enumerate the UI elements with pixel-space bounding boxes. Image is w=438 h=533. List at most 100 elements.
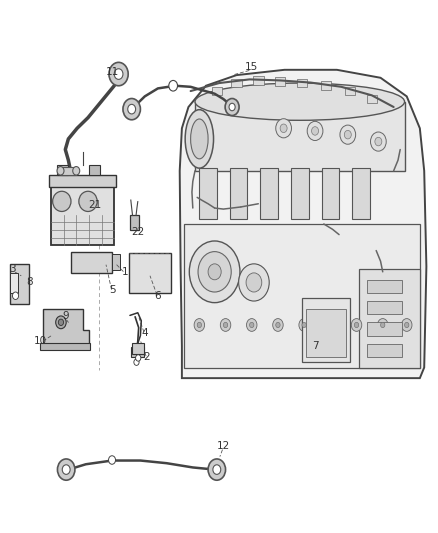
Circle shape [378, 319, 388, 332]
Circle shape [123, 99, 141, 120]
Text: 22: 22 [131, 227, 145, 237]
Circle shape [198, 252, 231, 292]
Polygon shape [43, 309, 89, 344]
Text: 21: 21 [88, 200, 101, 211]
Circle shape [344, 131, 351, 139]
Bar [11, 273, 18, 293]
Circle shape [325, 319, 336, 332]
Text: 10: 10 [34, 336, 47, 346]
Bar [367, 301, 403, 314]
Bar [112, 254, 120, 270]
Text: 9: 9 [62, 311, 69, 321]
Circle shape [12, 292, 18, 300]
Circle shape [109, 62, 128, 86]
Bar [306, 309, 346, 357]
Circle shape [239, 264, 269, 301]
Circle shape [213, 465, 221, 474]
Circle shape [220, 319, 231, 332]
Text: 3: 3 [10, 264, 16, 274]
Circle shape [57, 166, 64, 175]
Circle shape [351, 319, 362, 332]
Circle shape [375, 138, 382, 146]
Circle shape [340, 125, 356, 144]
Bar [130, 253, 171, 293]
Circle shape [208, 264, 221, 280]
Bar [71, 252, 112, 273]
Bar [89, 165, 100, 175]
Text: 2: 2 [144, 352, 150, 362]
Bar [57, 165, 68, 175]
Bar [321, 82, 331, 90]
Ellipse shape [191, 119, 208, 159]
Bar [302, 298, 350, 362]
Circle shape [56, 316, 66, 329]
Circle shape [223, 322, 228, 328]
Bar [367, 95, 377, 103]
Bar [297, 79, 307, 87]
Bar [11, 264, 28, 304]
Circle shape [114, 69, 123, 79]
Bar [40, 343, 90, 351]
Text: 8: 8 [26, 278, 32, 287]
Circle shape [250, 322, 254, 328]
Bar [49, 175, 117, 187]
Bar [345, 87, 355, 95]
Circle shape [405, 322, 409, 328]
Bar [367, 322, 403, 336]
Ellipse shape [53, 191, 71, 212]
Circle shape [197, 322, 201, 328]
Bar [51, 187, 114, 245]
Circle shape [311, 127, 318, 135]
Circle shape [134, 359, 139, 366]
Circle shape [62, 465, 70, 474]
Text: 11: 11 [106, 68, 119, 77]
Bar [275, 77, 286, 86]
Bar [230, 168, 247, 219]
Text: 15: 15 [245, 62, 258, 72]
Circle shape [299, 319, 309, 332]
Bar [253, 76, 264, 85]
Circle shape [246, 273, 262, 292]
Circle shape [169, 80, 177, 91]
Bar [321, 168, 339, 219]
Text: 4: 4 [141, 328, 148, 338]
Text: 6: 6 [155, 290, 161, 301]
Bar [195, 102, 405, 171]
Bar [131, 348, 144, 357]
Text: 12: 12 [217, 441, 230, 451]
Circle shape [276, 322, 280, 328]
Circle shape [302, 322, 306, 328]
Bar [367, 280, 403, 293]
Circle shape [328, 322, 332, 328]
Bar [199, 168, 217, 219]
Circle shape [307, 122, 323, 141]
Bar [359, 269, 420, 368]
Circle shape [402, 319, 412, 332]
Ellipse shape [195, 83, 405, 120]
Circle shape [128, 104, 136, 114]
Text: 1: 1 [122, 267, 128, 277]
Bar [130, 215, 139, 230]
Text: 5: 5 [109, 286, 115, 295]
Circle shape [247, 319, 257, 332]
Circle shape [280, 124, 287, 133]
Circle shape [273, 319, 283, 332]
Circle shape [73, 166, 80, 175]
Text: 7: 7 [312, 341, 318, 351]
Circle shape [57, 459, 75, 480]
Circle shape [276, 119, 291, 138]
Bar [261, 168, 278, 219]
Circle shape [58, 319, 64, 326]
Circle shape [354, 322, 359, 328]
Bar [352, 168, 370, 219]
Circle shape [229, 103, 235, 111]
Circle shape [194, 319, 205, 332]
Circle shape [109, 456, 116, 464]
Circle shape [208, 459, 226, 480]
Polygon shape [180, 70, 426, 378]
Bar [184, 224, 420, 368]
Circle shape [225, 99, 239, 116]
Bar [212, 87, 222, 95]
Bar [60, 166, 76, 175]
Bar [367, 344, 403, 357]
